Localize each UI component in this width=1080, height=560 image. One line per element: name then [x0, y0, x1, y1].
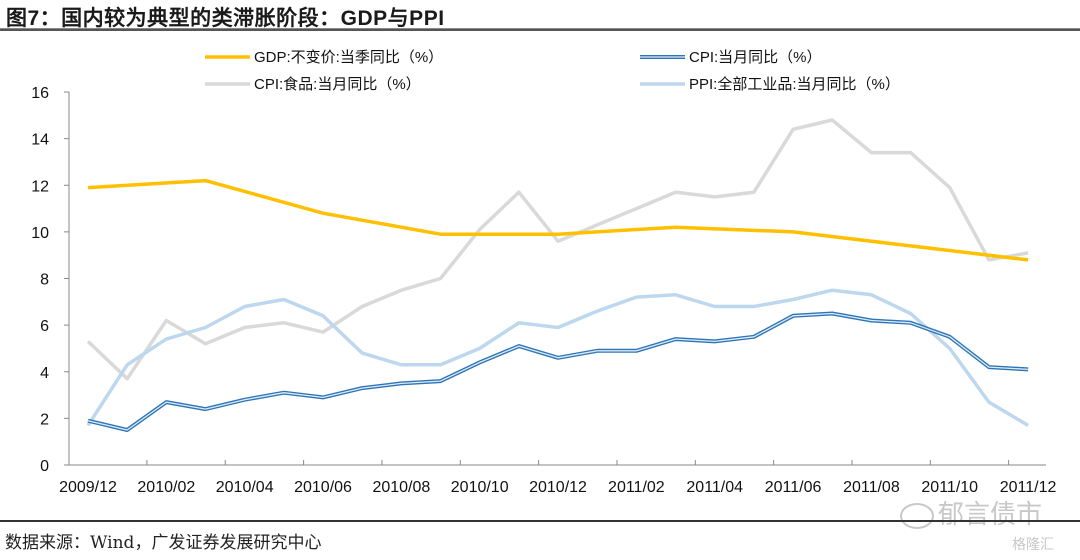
watermark: 郁言债市: [900, 494, 1042, 531]
y-tick-label: 16: [31, 85, 49, 102]
header-divider: [0, 28, 1080, 31]
series-line-gdp: [87, 178, 1029, 262]
legend-label: CPI:食品:当月同比（%）: [254, 76, 421, 93]
watermark-text: 郁言债市: [938, 500, 1043, 530]
x-tick-label: 2010/04: [216, 479, 274, 496]
y-tick-label: 12: [31, 178, 49, 195]
source-note: 数据来源：Wind，广发证券发展研究中心: [5, 533, 322, 553]
x-tick-label: 2010/12: [529, 479, 587, 496]
y-tick-label: 4: [40, 365, 49, 382]
legend: GDP:不变价:当季同比（%） CPI:当月同比（%） CPI:食品:当月同比（%）…: [205, 49, 900, 93]
legend-label: GDP:不变价:当季同比（%）: [254, 49, 443, 66]
y-tick-label: 2: [40, 411, 49, 428]
x-tick-label: 2010/02: [137, 479, 195, 496]
x-tick-label: 2011/10: [921, 479, 978, 496]
series-line-ppi: [86, 288, 1029, 427]
watermark-sub: 格隆汇: [1012, 536, 1054, 552]
x-tick-label: 2011/12: [1000, 479, 1057, 496]
x-tick-label: 2011/02: [608, 479, 665, 496]
x-tick-label: 2010/10: [451, 479, 509, 496]
x-tick-label: 2011/08: [843, 479, 900, 496]
x-tick-label: 2010/06: [294, 479, 352, 496]
x-tick-label: 2011/04: [686, 479, 743, 496]
chart-title: 图7：国内较为典型的类滞胀阶段：GDP与PPI: [6, 7, 445, 30]
axes: 0 2 4 6 8 10 12 14 16 2009/12 2010/02 2010/04 2010/0…: [31, 85, 1056, 496]
legend-label: PPI:全部工业品:当月同比（%）: [689, 75, 900, 93]
series-line-cpi-outer: [87, 311, 1029, 432]
y-tick-label: 14: [31, 132, 49, 149]
wechat-icon: [900, 502, 934, 529]
x-tick-label: 2009/12: [59, 479, 117, 496]
y-tick-label: 10: [31, 225, 49, 242]
y-tick-label: 6: [40, 318, 49, 335]
footer-divider: [0, 520, 1080, 522]
series-layer: [86, 118, 1029, 432]
x-tick-label: 2011/06: [765, 479, 822, 496]
legend-label: CPI:当月同比（%）: [689, 49, 822, 66]
series-line-cpi-food: [86, 118, 1029, 381]
series-line-cpi-inner: [87, 312, 1029, 431]
line-chart: 0 2 4 6 8 10 12 14 16 2009/12 2010/02 2010/04 2010/0…: [31, 49, 1056, 496]
x-tick-label: 2010/08: [372, 479, 430, 496]
y-tick-label: 0: [40, 458, 49, 475]
y-tick-label: 8: [40, 272, 49, 289]
